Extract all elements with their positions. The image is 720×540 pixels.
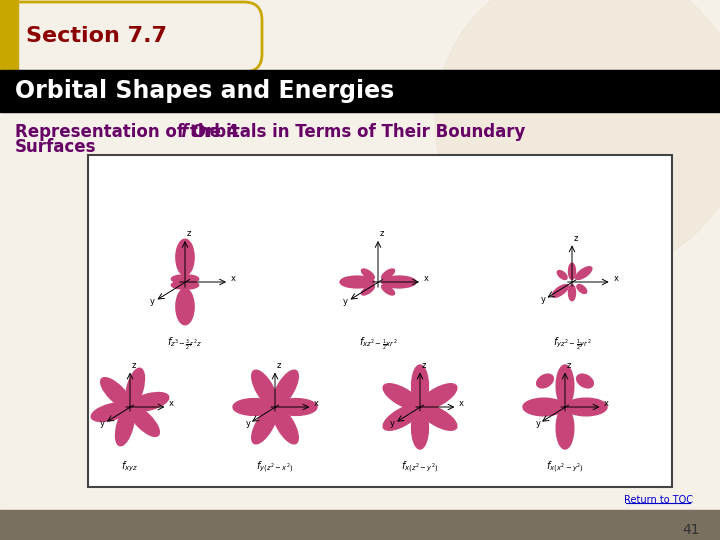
Ellipse shape [382,269,395,279]
Ellipse shape [383,404,420,430]
Text: Orbital Shapes and Energies: Orbital Shapes and Energies [15,79,395,103]
Text: x: x [314,399,319,408]
Ellipse shape [129,406,159,436]
Ellipse shape [126,368,145,407]
Bar [0,0,18,72]
Ellipse shape [171,275,199,283]
Text: y: y [150,297,155,306]
Ellipse shape [275,399,317,415]
Text: z: z [187,229,192,238]
Text: $f_{xz^2-\frac{1}{2}xr^2}$: $f_{xz^2-\frac{1}{2}xr^2}$ [359,336,397,352]
Text: z: z [277,361,282,370]
Ellipse shape [115,407,134,446]
Ellipse shape [361,285,374,295]
Circle shape [435,0,720,275]
Ellipse shape [569,285,575,301]
Bar [0,70,720,112]
Ellipse shape [91,403,130,422]
Text: $f_{x(x^2-y^2)}$: $f_{x(x^2-y^2)}$ [546,460,584,475]
Text: x: x [604,399,609,408]
Text: x: x [613,274,618,283]
Text: $f_{yz^2-\frac{1}{2}yr^2}$: $f_{yz^2-\frac{1}{2}yr^2}$ [553,336,591,352]
Ellipse shape [523,398,565,416]
Text: Section 7.7: Section 7.7 [26,26,167,46]
Text: $f_{z^3-\frac{3}{2}r^2z}$: $f_{z^3-\frac{3}{2}r^2z}$ [168,336,202,352]
Ellipse shape [556,365,574,407]
Ellipse shape [340,276,374,288]
Ellipse shape [577,285,587,293]
Text: z: z [132,361,136,370]
Ellipse shape [382,276,416,288]
Text: y: y [541,295,546,304]
Ellipse shape [565,398,607,416]
Ellipse shape [412,407,428,449]
Bar [0,510,720,540]
Ellipse shape [577,374,593,388]
Ellipse shape [536,374,554,388]
Text: Return to TOC: Return to TOC [624,495,693,505]
Ellipse shape [176,289,194,325]
Ellipse shape [101,377,131,408]
Text: y: y [390,418,395,428]
Text: x: x [424,274,429,283]
Ellipse shape [412,365,428,407]
Text: Surfaces: Surfaces [15,138,96,156]
Text: $f_{xyz}$: $f_{xyz}$ [122,460,138,474]
Text: y: y [100,418,105,428]
Ellipse shape [576,267,592,279]
Ellipse shape [233,399,275,415]
Text: Orbitals in Terms of Their Boundary: Orbitals in Terms of Their Boundary [186,123,526,141]
Text: f: f [180,123,187,141]
Text: x: x [169,399,174,408]
Ellipse shape [420,404,457,430]
Text: x: x [459,399,464,408]
Bar [88,155,672,487]
Ellipse shape [252,407,277,444]
Text: y: y [535,418,540,428]
Ellipse shape [552,285,568,298]
Text: Representation of the 4: Representation of the 4 [15,123,238,141]
Text: 41: 41 [683,523,700,537]
Text: $f_{x(z^2-y^2)}$: $f_{x(z^2-y^2)}$ [401,460,438,475]
Ellipse shape [556,407,574,449]
Text: z: z [567,361,572,370]
Text: z: z [380,229,384,238]
Ellipse shape [420,384,457,409]
Ellipse shape [569,263,575,280]
Text: y: y [246,418,251,428]
Text: z: z [574,234,578,242]
Ellipse shape [382,285,395,295]
FancyBboxPatch shape [0,2,262,72]
Ellipse shape [130,393,168,411]
Text: z: z [422,361,426,370]
Ellipse shape [557,271,567,280]
Ellipse shape [383,384,420,409]
Ellipse shape [176,239,194,275]
Text: $f_{y(z^2-x^2)}$: $f_{y(z^2-x^2)}$ [256,460,294,475]
Ellipse shape [361,269,374,279]
Text: x: x [231,274,236,283]
Ellipse shape [171,281,199,289]
Text: y: y [343,297,348,306]
Ellipse shape [252,370,277,408]
Ellipse shape [273,407,298,444]
Ellipse shape [273,370,298,408]
